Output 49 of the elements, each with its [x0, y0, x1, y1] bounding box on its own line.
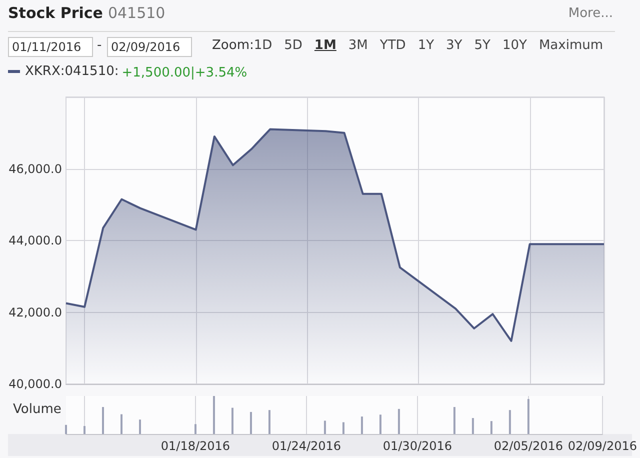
- bar: [360, 416, 363, 434]
- text: Volume: [13, 402, 62, 417]
- text: Zoom:: [212, 38, 254, 53]
- y-tick-label: 40,000.0: [8, 377, 62, 391]
- bar: [508, 410, 511, 434]
- text: 3M: [348, 38, 368, 53]
- bar: [212, 396, 215, 434]
- bar: [453, 407, 456, 434]
- y-tick-label: 46,000.0: [8, 162, 62, 176]
- x-tick-label: 02/09/2016: [568, 439, 638, 453]
- chart-subtitle: 041510: [108, 4, 166, 22]
- text: More...: [568, 6, 613, 21]
- bar: [138, 420, 141, 434]
- text: 5Y: [474, 38, 490, 53]
- text: 1Y: [418, 38, 434, 53]
- date-field: 01/11/2016: [8, 37, 93, 57]
- bar: [268, 410, 270, 434]
- x-tick-label: 01/30/2016: [382, 439, 452, 453]
- bar: [472, 418, 474, 434]
- text: 1D: [254, 38, 272, 53]
- text: 5D: [284, 38, 302, 53]
- text: +1,500.00|+3.54%: [122, 66, 248, 80]
- x-tick-label: 01/24/2016: [272, 439, 342, 453]
- x-tick-label: 01/18/2016: [160, 439, 230, 453]
- bar: [250, 412, 252, 434]
- date-field: 02/09/2016: [107, 37, 192, 57]
- text: 10Y: [502, 38, 527, 53]
- text: 1M: [314, 38, 336, 53]
- bar: [342, 422, 344, 434]
- bar: [324, 420, 326, 434]
- bar: [65, 424, 67, 434]
- bar: [83, 426, 86, 434]
- y-tick-label: 42,000.0: [8, 305, 62, 320]
- bar: [231, 408, 234, 434]
- x-tick-label: 02/05/2016: [494, 439, 564, 453]
- bar: [120, 414, 122, 434]
- chart-title: Stock Price: [8, 4, 103, 22]
- text: -: [97, 38, 102, 53]
- bar: [379, 414, 382, 434]
- text: YTD: [380, 38, 406, 53]
- bar: [398, 408, 400, 434]
- bar: [527, 399, 530, 434]
- text: Maximum: [538, 38, 604, 53]
- y-tick-label: 44,000.0: [8, 234, 62, 248]
- bar: [102, 407, 104, 434]
- bar: [490, 421, 492, 434]
- text: 3Y: [446, 38, 462, 53]
- bar: [194, 424, 196, 434]
- legend-label: XKRX:041510:: [25, 64, 119, 79]
